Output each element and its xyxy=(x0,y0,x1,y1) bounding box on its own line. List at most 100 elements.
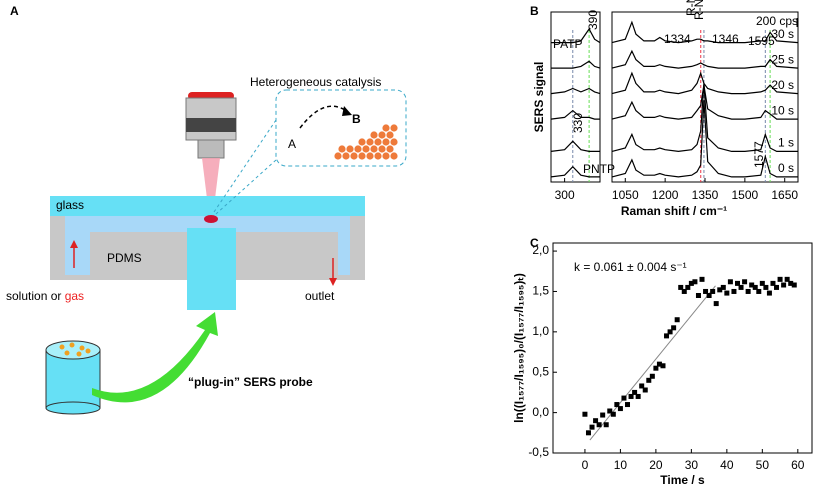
x-tick-label: 300 xyxy=(555,188,575,202)
x-tick-label: 30 xyxy=(685,458,699,472)
x-tick-label: 20 xyxy=(649,458,663,472)
spectrum xyxy=(550,71,799,95)
particle xyxy=(366,138,374,146)
point xyxy=(600,412,606,418)
x-tick-label: 1200 xyxy=(652,188,679,202)
point xyxy=(781,282,787,288)
y-axis-label: ln((I₁₅₇₇/I₁₅₉₅)₀/(I₁₅₇₇/I₁₅₉₅)ₜ) xyxy=(512,273,526,423)
point xyxy=(752,284,758,290)
point xyxy=(766,290,772,296)
point xyxy=(706,293,712,298)
spectrum xyxy=(551,49,799,69)
point xyxy=(639,383,645,389)
particle xyxy=(382,152,390,160)
inset-box xyxy=(275,89,407,167)
particle xyxy=(382,124,390,132)
x-tick-label: 10 xyxy=(614,458,628,472)
particle xyxy=(358,152,366,160)
point xyxy=(720,284,726,290)
particle xyxy=(350,152,358,160)
annotation: 330 xyxy=(571,113,585,133)
point xyxy=(777,276,783,282)
x-tick-label: 1350 xyxy=(692,188,719,202)
point xyxy=(653,365,659,371)
particle xyxy=(390,138,398,146)
particle xyxy=(334,152,342,160)
point xyxy=(734,280,740,286)
glass xyxy=(50,196,365,216)
particle xyxy=(386,145,394,153)
spectrum xyxy=(551,20,799,44)
point xyxy=(703,288,709,294)
particle xyxy=(374,152,382,160)
particle xyxy=(358,138,366,146)
x-axis-label: Raman shift / cm⁻¹ xyxy=(621,204,727,218)
laser xyxy=(202,158,220,215)
annotation: 1577 xyxy=(752,141,766,168)
point xyxy=(667,329,673,335)
probe-label: “plug-in” SERS probe xyxy=(188,375,313,389)
particle xyxy=(386,131,394,139)
point xyxy=(699,276,705,282)
y-tick-label: 0,5 xyxy=(532,364,549,378)
spectrum xyxy=(550,85,798,120)
point xyxy=(695,293,701,298)
catalysis-title: Heterogeneous catalysis xyxy=(250,75,381,89)
point xyxy=(763,284,769,290)
point xyxy=(749,282,755,288)
particle xyxy=(370,131,378,139)
y-tick-label: 1,5 xyxy=(532,284,549,298)
y-tick-label: 0,0 xyxy=(532,405,549,419)
inlet-arrowhead xyxy=(70,240,78,248)
particle xyxy=(374,138,382,146)
annotation: 200 cps xyxy=(756,14,798,28)
point xyxy=(593,418,599,424)
y-tick-label: 2,0 xyxy=(532,243,549,257)
panel-c: C 0 10 20 30 40 50 60 -0,5 0,0 0,5 1,0 1,5 2,0 Time / … xyxy=(512,236,813,487)
laser-spot xyxy=(204,215,218,223)
point xyxy=(774,284,780,290)
particle xyxy=(342,152,350,160)
point xyxy=(671,325,677,331)
probe xyxy=(187,228,236,310)
point xyxy=(685,284,691,290)
probe-top xyxy=(45,340,101,360)
particle xyxy=(378,131,386,139)
particle xyxy=(354,145,362,153)
objective-band xyxy=(186,118,236,132)
fit-line xyxy=(589,285,716,441)
series-label: 0 s xyxy=(778,161,794,175)
panel-a: A glass PDMS solution or gas outlet Hete… xyxy=(6,4,407,415)
annotation: 1595 xyxy=(748,34,775,48)
frame xyxy=(552,242,813,454)
x-tick-label: 50 xyxy=(756,458,770,472)
point xyxy=(791,282,797,288)
annotation: k = 0.061 ± 0.004 s⁻¹ xyxy=(574,260,687,274)
outlet-arrowhead xyxy=(329,278,337,286)
point xyxy=(625,402,631,408)
point xyxy=(678,284,684,290)
plug-arrow xyxy=(92,312,218,403)
point xyxy=(688,280,694,286)
x-tick-label: 0 xyxy=(582,458,589,472)
probe-bottom xyxy=(45,401,101,415)
point xyxy=(742,279,748,285)
point xyxy=(646,377,652,383)
point xyxy=(710,288,716,294)
annotation: R-NO₂ xyxy=(692,0,706,20)
outlet-label: outlet xyxy=(305,289,335,303)
point xyxy=(784,276,790,282)
point xyxy=(642,387,648,393)
annotation: 1346 xyxy=(712,32,739,46)
product: B xyxy=(352,112,361,126)
glass-label: glass xyxy=(56,198,84,212)
point xyxy=(635,393,641,399)
x-tick-label: 1500 xyxy=(732,188,759,202)
point xyxy=(621,395,627,401)
point xyxy=(610,411,616,417)
spectrum xyxy=(550,83,798,153)
point xyxy=(674,317,680,323)
annotation: PNTP xyxy=(583,162,615,176)
x-axis-label: Time / s xyxy=(660,473,705,487)
